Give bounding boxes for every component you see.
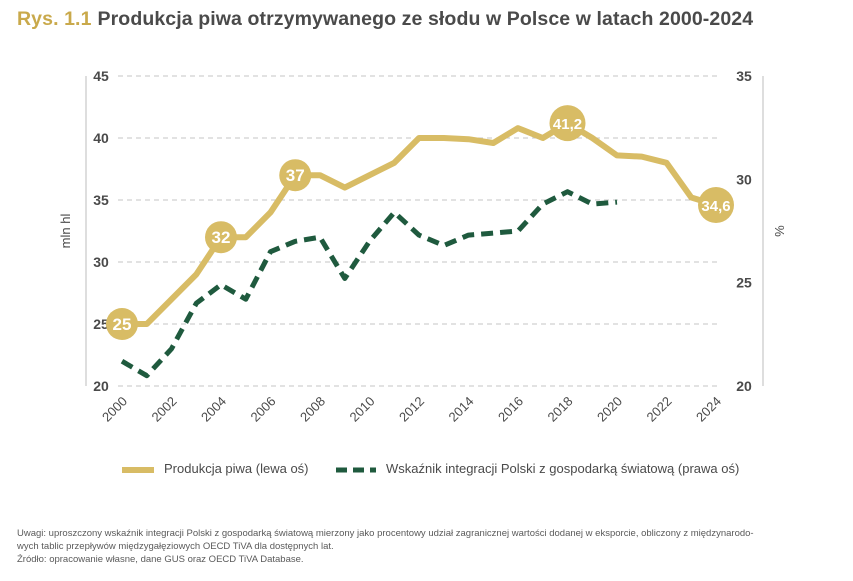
x-tick-label: 2020 xyxy=(594,394,625,425)
x-tick-label: 2024 xyxy=(693,394,724,425)
left-tick-label: 20 xyxy=(93,378,109,394)
footnote-source: Źródło: opracowanie własne, dane GUS ora… xyxy=(17,554,304,565)
data-label-marker xyxy=(549,105,586,142)
figure-number: Rys. 1.1 xyxy=(17,8,92,30)
x-tick-label: 2000 xyxy=(99,394,130,425)
footnote-note-line1: Uwagi: uproszczony wskaźnik integracji P… xyxy=(17,528,754,539)
x-tick-label: 2002 xyxy=(149,394,180,425)
data-label-marker xyxy=(106,308,138,340)
x-tick-label: 2016 xyxy=(495,394,526,425)
x-tick-label: 2008 xyxy=(297,394,328,425)
data-label: 34,6 xyxy=(701,198,730,215)
right-tick-label: 35 xyxy=(736,68,752,84)
legend-label-production: Produkcja piwa (lewa oś) xyxy=(164,461,309,476)
integration-index-line xyxy=(120,189,618,379)
right-tick-label: 20 xyxy=(736,378,752,394)
axes xyxy=(85,76,764,386)
tick-labels: 20 25 30 35 40 45 20 25 30 35 2000 2002 2004 2006 2008… xyxy=(93,68,752,425)
data-label-markers: 25 32 37 41,2 34,6 xyxy=(106,105,734,340)
data-label: 32 xyxy=(212,228,231,247)
data-label-marker xyxy=(698,186,734,223)
legend-label-integration: Wskaźnik integracji Polski z gospodarką … xyxy=(386,461,740,476)
left-axis-label: mln hl xyxy=(58,214,73,249)
figure-title: Produkcja piwa otrzymywanego ze słodu w … xyxy=(97,8,754,30)
x-tick-label: 2012 xyxy=(396,394,427,425)
x-tick-label: 2022 xyxy=(644,394,675,425)
left-tick-label: 35 xyxy=(93,192,109,208)
x-tick-label: 2018 xyxy=(545,394,576,425)
x-tick-label: 2006 xyxy=(248,394,279,425)
left-tick-label: 25 xyxy=(93,316,109,332)
data-label-marker xyxy=(205,221,237,254)
data-label-marker xyxy=(279,159,312,192)
footnote: Uwagi: uproszczony wskaźnik integracji P… xyxy=(17,527,827,566)
data-label: 25 xyxy=(113,315,132,334)
left-tick-label: 30 xyxy=(93,254,109,270)
data-label: 37 xyxy=(286,166,305,185)
right-axis-label: % xyxy=(772,225,787,237)
legend-swatch-production xyxy=(122,466,154,473)
right-tick-label: 30 xyxy=(736,171,752,187)
right-tick-label: 25 xyxy=(736,275,752,291)
x-tick-label: 2010 xyxy=(347,394,378,425)
x-tick-label: 2014 xyxy=(446,394,477,425)
footnote-note-line2: wych tablic przepływów międzygałęziowych… xyxy=(17,541,334,552)
legend-swatch-integration xyxy=(336,467,376,473)
data-label: 41,2 xyxy=(553,116,582,133)
line-chart: 20 25 30 35 40 45 20 25 30 35 2000 2002 2004 2006 2008… xyxy=(58,68,787,425)
gridlines xyxy=(118,75,718,387)
legend-item-production: Produkcja piwa (lewa oś) xyxy=(122,461,309,476)
left-tick-label: 45 xyxy=(93,68,109,84)
x-tick-label: 2004 xyxy=(198,394,229,425)
left-tick-label: 40 xyxy=(93,130,109,146)
chart-title: Rys. 1.1 Produkcja piwa otrzymywanego ze … xyxy=(17,8,753,31)
legend-item-integration: Wskaźnik integracji Polski z gospodarką … xyxy=(336,461,739,476)
